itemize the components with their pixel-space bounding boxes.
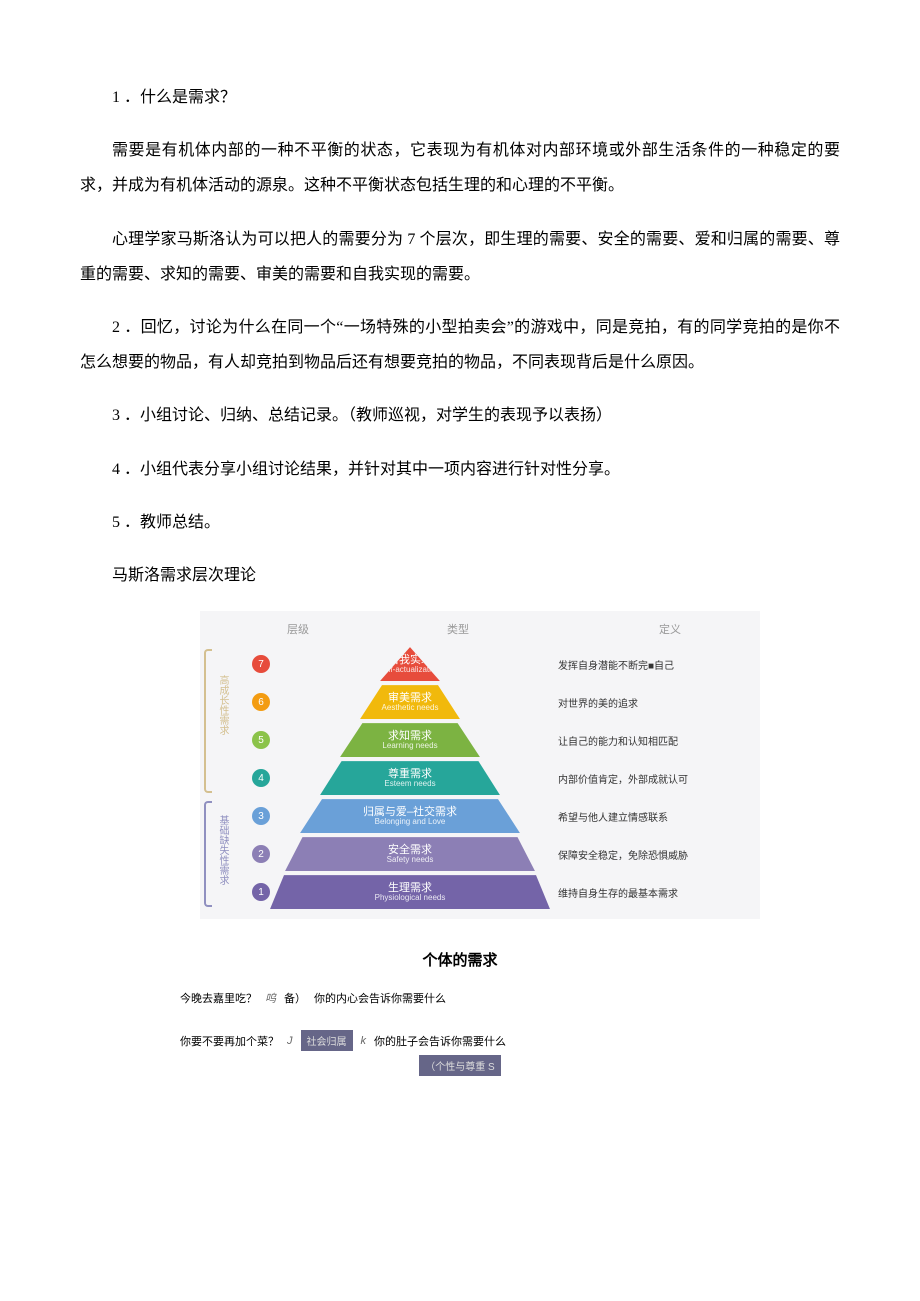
pyramid-segment-5: 求知需求Learning needs	[270, 723, 550, 757]
definition-2: 保障安全稳定，免除恐惧威胁	[550, 847, 752, 862]
qa2-question: 你要不要再加个菜？	[180, 1033, 279, 1049]
segment-title: 归属与爱–社交需求	[363, 806, 457, 818]
qa2-box2: （个性与尊重 S	[419, 1055, 500, 1076]
segment-title: 生理需求	[388, 882, 432, 894]
qa2-sym2: k	[361, 1035, 367, 1047]
pyramid-segment-1: 生理需求Physiological needs	[270, 875, 550, 909]
segment-title: 自我实现	[388, 654, 432, 666]
para-6: 4 ．小组代表分享小组讨论结果，并针对其中一项内容进行针对性分享。	[80, 452, 840, 487]
qa1-sym: 呜	[265, 990, 276, 1006]
segment-subtitle: Belonging and Love	[375, 818, 446, 827]
pyramid-headers: 层级 类型 定义	[208, 619, 752, 645]
qa2-answer: 你的肚子会告诉你需要什么	[374, 1033, 740, 1049]
bracket-bottom	[204, 801, 212, 907]
segment-title: 安全需求	[388, 844, 432, 856]
qa-row-2: 你要不要再加个菜？ J 社会归属 k 你的肚子会告诉你需要什么	[180, 1030, 740, 1051]
definition-3: 希望与他人建立情感联系	[550, 809, 752, 824]
qa2-sym1: J	[287, 1035, 293, 1047]
pyramid-row-1: 1生理需求Physiological needs维持自身生存的最基本需求	[208, 873, 752, 911]
group-label-top: 高成长性需求	[214, 675, 228, 735]
pyramid-row-6: 6审美需求Aesthetic needs对世界的美的追求	[208, 683, 752, 721]
maslow-pyramid: 层级 类型 定义 7自我实现self-actualization发挥自身潜能不断…	[200, 611, 760, 919]
qa1-question: 今晚去嘉里吃？	[180, 990, 257, 1006]
para-1: 1 ．什么是需求？	[80, 80, 840, 115]
para-4: 2 ．回忆，讨论为什么在同一个“一场特殊的小型拍卖会”的游戏中，同是竞拍，有的同…	[80, 310, 840, 380]
header-level: 层级	[268, 621, 328, 637]
segment-subtitle: Safety needs	[387, 856, 434, 865]
level-badge-7: 7	[252, 655, 270, 673]
header-type: 类型	[328, 621, 588, 637]
qa2-box1: 社会归属	[301, 1030, 353, 1051]
segment-title: 审美需求	[388, 692, 432, 704]
pyramid-row-5: 5求知需求Learning needs让自己的能力和认知相匹配	[208, 721, 752, 759]
level-badge-6: 6	[252, 693, 270, 711]
segment-title: 求知需求	[388, 730, 432, 742]
para-2: 需要是有机体内部的一种不平衡的状态，它表现为有机体对内部环境或外部生活条件的一种…	[80, 133, 840, 203]
pyramid-segment-7: 自我实现self-actualization	[270, 647, 550, 681]
segment-subtitle: Esteem needs	[384, 780, 435, 789]
group-label-bottom: 基础缺失性需求	[214, 815, 228, 885]
para-7: 5 ．教师总结。	[80, 505, 840, 540]
para-8: 马斯洛需求层次理论	[80, 558, 840, 593]
sub-title: 个体的需求	[260, 949, 660, 970]
qa-rows: 今晚去嘉里吃？ 呜 备） 你的内心会告诉你需要什么 你要不要再加个菜？ J 社会…	[180, 990, 740, 1076]
definition-7: 发挥自身潜能不断完■自己	[550, 657, 752, 672]
header-def: 定义	[588, 621, 752, 637]
pyramid-segment-6: 审美需求Aesthetic needs	[270, 685, 550, 719]
pyramid-segment-3: 归属与爱–社交需求Belonging and Love	[270, 799, 550, 833]
pyramid-row-7: 7自我实现self-actualization发挥自身潜能不断完■自己	[208, 645, 752, 683]
qa-row-1: 今晚去嘉里吃？ 呜 备） 你的内心会告诉你需要什么	[180, 990, 740, 1006]
pyramid-segment-4: 尊重需求Esteem needs	[270, 761, 550, 795]
para-3: 心理学家马斯洛认为可以把人的需要分为 7 个层次，即生理的需要、安全的需要、爱和…	[80, 222, 840, 292]
segment-subtitle: Aesthetic needs	[382, 704, 439, 713]
pyramid-row-4: 4尊重需求Esteem needs内部价值肯定，外部成就认可	[208, 759, 752, 797]
qa1-answer: 你的内心会告诉你需要什么	[314, 990, 740, 1006]
segment-title: 尊重需求	[388, 768, 432, 780]
definition-4: 内部价值肯定，外部成就认可	[550, 771, 752, 786]
level-badge-5: 5	[252, 731, 270, 749]
definition-1: 维持自身生存的最基本需求	[550, 885, 752, 900]
segment-subtitle: self-actualization	[380, 666, 440, 675]
pyramid-segment-2: 安全需求Safety needs	[270, 837, 550, 871]
qa1-mid: 备）	[284, 990, 306, 1006]
definition-6: 对世界的美的追求	[550, 695, 752, 710]
level-badge-3: 3	[252, 807, 270, 825]
para-5: 3 ．小组讨论、归纳、总结记录。（教师巡视，对学生的表现予以表扬）	[80, 398, 840, 433]
bracket-top	[204, 649, 212, 793]
segment-subtitle: Physiological needs	[375, 894, 446, 903]
segment-subtitle: Learning needs	[382, 742, 437, 751]
level-badge-2: 2	[252, 845, 270, 863]
pyramid-row-2: 2安全需求Safety needs保障安全稳定，免除恐惧威胁	[208, 835, 752, 873]
level-badge-4: 4	[252, 769, 270, 787]
definition-5: 让自己的能力和认知相匹配	[550, 733, 752, 748]
pyramid-row-3: 3归属与爱–社交需求Belonging and Love希望与他人建立情感联系	[208, 797, 752, 835]
qa-row-2b: （个性与尊重 S	[180, 1055, 740, 1076]
level-badge-1: 1	[252, 883, 270, 901]
